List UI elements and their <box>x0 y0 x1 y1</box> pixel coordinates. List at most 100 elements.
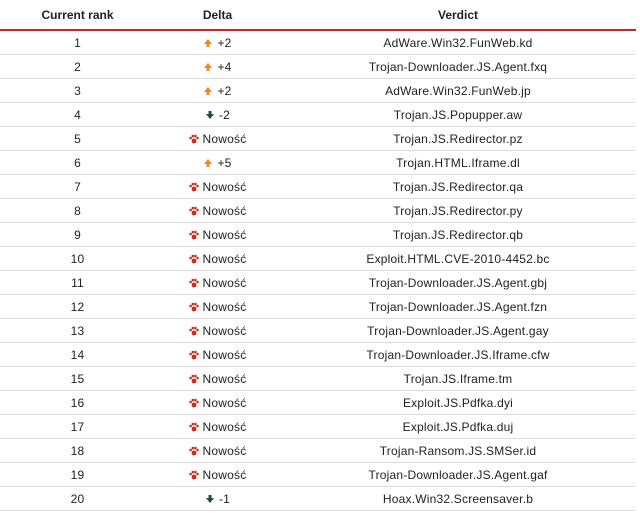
table-cell: Nowość <box>155 222 280 247</box>
table-cell: Exploit.JS.Pdfka.duj <box>280 414 636 439</box>
delta-icon <box>205 111 214 120</box>
delta-icon <box>188 399 199 408</box>
delta-text: -2 <box>218 107 231 122</box>
delta-text: Nowość <box>202 443 247 458</box>
delta-text: +2 <box>217 83 232 98</box>
delta-icon <box>204 63 213 72</box>
table-cell: Nowość <box>155 342 280 367</box>
table-cell: Nowość <box>155 126 280 151</box>
table-row: 7 Nowość Trojan.JS.Redirector.qa <box>0 174 636 199</box>
header-cell: Verdict <box>280 0 636 31</box>
delta-icon <box>188 279 199 288</box>
table-cell: Hoax.Win32.Screensaver.b <box>280 486 636 511</box>
table-row: 15 Nowość Trojan.JS.Iframe.tm <box>0 366 636 391</box>
delta-icon <box>188 231 199 240</box>
table-cell: Trojan-Downloader.JS.Agent.fzn <box>280 294 636 319</box>
table-row: 11 Nowość Trojan-Downloader.JS.Agent.gbj <box>0 270 636 295</box>
table-cell: 16 <box>0 390 155 415</box>
table-cell: Trojan-Downloader.JS.Agent.fxq <box>280 54 636 79</box>
table-cell: 11 <box>0 270 155 295</box>
table-cell: 1 <box>0 30 155 55</box>
table-cell: Trojan-Downloader.JS.Agent.gbj <box>280 270 636 295</box>
delta-text: Nowość <box>202 299 247 314</box>
delta-text: Nowość <box>202 179 247 194</box>
table-cell: 14 <box>0 342 155 367</box>
table-cell: 5 <box>0 126 155 151</box>
table-row: 8 Nowość Trojan.JS.Redirector.py <box>0 198 636 223</box>
delta-icon <box>204 39 213 48</box>
table-cell: Nowość <box>155 438 280 463</box>
table-cell: Nowość <box>155 318 280 343</box>
delta-text: Nowość <box>202 275 247 290</box>
table-cell: -2 <box>155 102 280 127</box>
table-header: Current rank Delta Verdict <box>0 0 636 31</box>
table-cell: +2 <box>155 78 280 103</box>
table-cell: +2 <box>155 30 280 55</box>
table-cell: Exploit.JS.Pdfka.dyi <box>280 390 636 415</box>
table-cell: 15 <box>0 366 155 391</box>
delta-icon <box>188 351 199 360</box>
table-cell: Nowość <box>155 366 280 391</box>
table-cell: Nowość <box>155 198 280 223</box>
table-cell: AdWare.Win32.FunWeb.jp <box>280 78 636 103</box>
table-row: 5 Nowość Trojan.JS.Redirector.pz <box>0 126 636 151</box>
delta-text: Nowość <box>202 131 247 146</box>
delta-text: Nowość <box>202 467 247 482</box>
delta-text: +2 <box>217 35 232 50</box>
table-cell: 3 <box>0 78 155 103</box>
delta-icon <box>188 303 199 312</box>
table-cell: Trojan.JS.Redirector.py <box>280 198 636 223</box>
delta-icon <box>188 183 199 192</box>
table-cell: Trojan.JS.Popupper.aw <box>280 102 636 127</box>
table-cell: +5 <box>155 150 280 175</box>
table-cell: Nowość <box>155 270 280 295</box>
table-row: 18 Nowość Trojan-Ransom.JS.SMSer.id <box>0 438 636 463</box>
header-row: Current rank Delta Verdict <box>0 0 636 31</box>
table-cell: 4 <box>0 102 155 127</box>
delta-text: Nowość <box>202 419 247 434</box>
table-row: 4 -2 Trojan.JS.Popupper.aw <box>0 102 636 127</box>
table-cell: Trojan.JS.Redirector.qb <box>280 222 636 247</box>
table-cell: +4 <box>155 54 280 79</box>
header-cell: Delta <box>155 0 280 31</box>
table-cell: 12 <box>0 294 155 319</box>
table-cell: Trojan-Downloader.JS.Agent.gaf <box>280 462 636 487</box>
delta-text: Nowość <box>202 395 247 410</box>
table-row: 14 Nowość Trojan-Downloader.JS.Iframe.cfw <box>0 342 636 367</box>
delta-icon <box>205 495 214 504</box>
table-row: 6 +5 Trojan.HTML.Iframe.dl <box>0 150 636 175</box>
table-row: 3 +2 AdWare.Win32.FunWeb.jp <box>0 78 636 103</box>
table-cell: 2 <box>0 54 155 79</box>
delta-text: Nowość <box>202 227 247 242</box>
delta-icon <box>204 159 213 168</box>
table-cell: Exploit.HTML.CVE-2010-4452.bc <box>280 246 636 271</box>
table-cell: Nowość <box>155 246 280 271</box>
delta-icon <box>204 87 213 96</box>
table-cell: Trojan-Downloader.JS.Iframe.cfw <box>280 342 636 367</box>
table-cell: 8 <box>0 198 155 223</box>
delta-icon <box>188 207 199 216</box>
header-cell: Current rank <box>0 0 155 31</box>
table-cell: 13 <box>0 318 155 343</box>
table-cell: Nowość <box>155 462 280 487</box>
delta-icon <box>188 375 199 384</box>
table-cell: Nowość <box>155 390 280 415</box>
table-cell: 17 <box>0 414 155 439</box>
table-cell: Nowość <box>155 294 280 319</box>
table-cell: Trojan.JS.Redirector.qa <box>280 174 636 199</box>
delta-text: Nowość <box>202 251 247 266</box>
delta-text: -1 <box>218 491 231 506</box>
table-row: 10 Nowość Exploit.HTML.CVE-2010-4452.bc <box>0 246 636 271</box>
table-body: 1 +2 AdWare.Win32.FunWeb.kd 2 +4 Trojan-Downl… <box>0 30 636 511</box>
delta-text: Nowość <box>202 371 247 386</box>
delta-icon <box>188 447 199 456</box>
delta-icon <box>188 135 199 144</box>
table-cell: Trojan.JS.Iframe.tm <box>280 366 636 391</box>
delta-text: +4 <box>217 59 232 74</box>
table-row: 1 +2 AdWare.Win32.FunWeb.kd <box>0 30 636 55</box>
table-row: 9 Nowość Trojan.JS.Redirector.qb <box>0 222 636 247</box>
delta-icon <box>188 255 199 264</box>
delta-icon <box>188 423 199 432</box>
table-cell: 9 <box>0 222 155 247</box>
